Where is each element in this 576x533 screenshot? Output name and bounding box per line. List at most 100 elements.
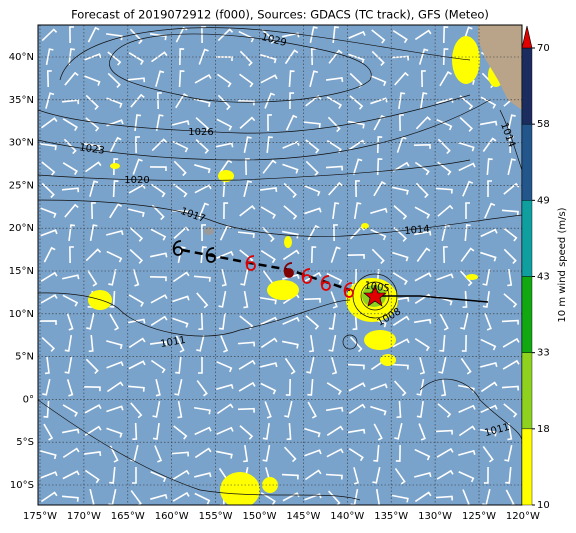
lon-label: 160°W xyxy=(155,511,189,522)
wind-barb xyxy=(309,26,318,43)
wind-barb xyxy=(372,467,381,484)
colorbar-segment xyxy=(521,428,533,506)
wind-barb xyxy=(179,48,185,66)
lon-label: 145°W xyxy=(286,511,320,522)
wind-barb xyxy=(414,206,431,219)
wind-barb xyxy=(482,290,490,308)
wind-barb xyxy=(149,33,167,41)
wind-barb xyxy=(127,77,146,83)
wind-barb xyxy=(132,158,143,175)
wind-barb xyxy=(304,271,322,282)
title: Forecast of 2019072912 (f000), Sources: … xyxy=(71,8,489,22)
wind-barb xyxy=(373,444,380,462)
wind-barb xyxy=(239,425,254,440)
wind-barb xyxy=(151,51,168,63)
wind-barb xyxy=(149,341,168,346)
lon-label: 170°W xyxy=(67,511,101,522)
wind-barb xyxy=(243,180,253,197)
wind-barb xyxy=(370,75,387,87)
wind-barb xyxy=(458,470,475,483)
wind-barb xyxy=(150,252,168,258)
wind-barb xyxy=(264,401,272,419)
wind-barb xyxy=(331,357,338,375)
wind-barb xyxy=(262,444,271,462)
wind-barb xyxy=(128,337,146,349)
wind-barb xyxy=(328,312,336,330)
wind-barb xyxy=(132,422,138,440)
lon-label: 120°W xyxy=(506,511,540,522)
wind-barb xyxy=(109,203,123,219)
wind-barb xyxy=(464,224,471,242)
wind-barb xyxy=(484,313,492,331)
wind-barb xyxy=(237,99,255,106)
wind-barb xyxy=(460,270,473,287)
wind-barb xyxy=(106,340,123,350)
wind-barb xyxy=(173,183,188,198)
wind-barb xyxy=(109,445,119,463)
wind-barb xyxy=(135,136,140,154)
wind-barb xyxy=(333,224,338,242)
wind-barb xyxy=(507,268,513,287)
wind-barb xyxy=(39,143,57,151)
wind-barb xyxy=(108,269,117,286)
wind-barb xyxy=(437,403,452,418)
wind-barb xyxy=(306,357,315,374)
wind-barb xyxy=(376,136,383,154)
wind-barb xyxy=(347,253,365,259)
wind-barb xyxy=(326,96,343,109)
wind-barb xyxy=(414,491,432,503)
contour-label: 1020 xyxy=(124,175,149,186)
wind-barb xyxy=(40,471,58,479)
wind-barb xyxy=(505,466,512,484)
wind-barb xyxy=(41,28,58,42)
wind-barb xyxy=(150,228,167,241)
wind-barb xyxy=(216,142,234,148)
wind-barb xyxy=(482,446,494,463)
wind-barb xyxy=(90,202,96,220)
wind-barb xyxy=(282,492,300,502)
wind-barb xyxy=(307,224,320,241)
wind-barb xyxy=(260,250,276,264)
wind-barb xyxy=(196,292,209,309)
wind-barb xyxy=(239,116,256,129)
wind-barb xyxy=(373,181,386,197)
lon-label: 150°W xyxy=(243,511,277,522)
wind-barb xyxy=(354,180,360,198)
wind-barb xyxy=(127,318,146,324)
colorbar-label: 10 m wind speed (m/s) xyxy=(557,207,568,322)
lon-label: 135°W xyxy=(374,511,408,522)
wind-barb xyxy=(112,180,119,198)
storm-marker xyxy=(320,275,330,287)
wind-barb xyxy=(326,425,344,437)
wind-barb xyxy=(240,269,249,286)
storm-marker xyxy=(205,247,215,259)
wind-barb xyxy=(239,50,253,67)
wind-barb xyxy=(392,30,408,44)
wind-barb xyxy=(129,249,144,264)
lat-label: 10°S xyxy=(10,480,34,491)
wind-barb xyxy=(193,275,211,282)
wind-barb xyxy=(196,380,208,397)
wind-barb xyxy=(130,490,142,505)
wind-barb xyxy=(66,313,74,331)
lat-label: 25°N xyxy=(9,180,34,191)
lat-label: 20°N xyxy=(9,223,34,234)
wind-barb xyxy=(194,184,212,194)
wind-barb xyxy=(459,116,473,132)
wind-barb xyxy=(109,313,120,331)
wind-barb xyxy=(239,73,254,88)
wind-barb xyxy=(198,48,209,65)
wind-barb xyxy=(260,382,277,395)
wind-barb xyxy=(64,356,73,374)
wind-barb xyxy=(348,448,364,462)
wind-barb xyxy=(239,204,256,217)
wind-barb xyxy=(40,450,57,460)
wind-barb xyxy=(87,26,100,43)
wind-barb xyxy=(414,448,431,461)
wind-barb xyxy=(348,30,366,39)
land xyxy=(478,25,522,110)
colorbar-segment xyxy=(521,123,533,201)
wind-barb xyxy=(305,139,320,154)
wind-barb xyxy=(462,489,471,505)
contour-label: 1011 xyxy=(160,335,187,350)
